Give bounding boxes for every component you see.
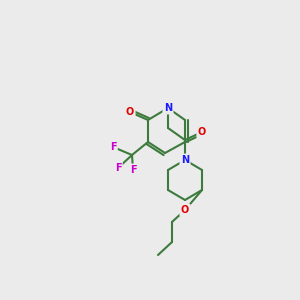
Text: N: N xyxy=(181,155,189,165)
Text: O: O xyxy=(126,107,134,117)
Text: F: F xyxy=(110,142,116,152)
Text: F: F xyxy=(115,163,121,173)
Text: O: O xyxy=(198,127,206,137)
Text: N: N xyxy=(164,103,172,113)
Text: F: F xyxy=(130,165,136,175)
Text: O: O xyxy=(181,205,189,215)
